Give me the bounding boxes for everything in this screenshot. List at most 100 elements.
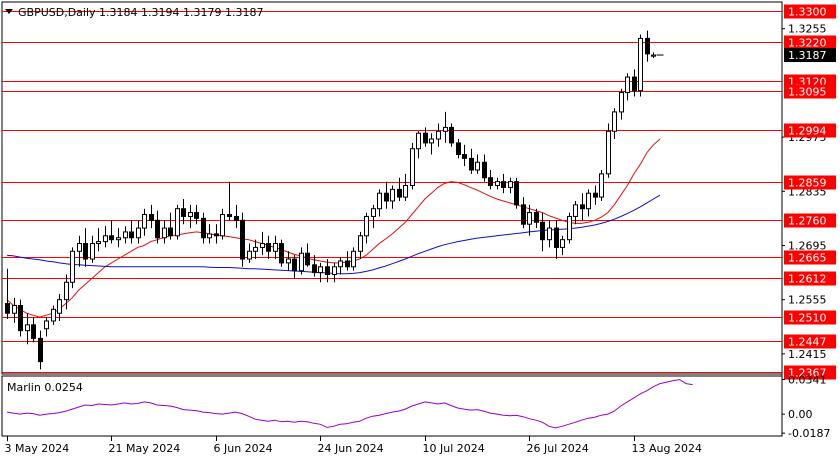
candle [429,133,434,155]
candle-body-bear [83,243,88,260]
candle-body-bull [116,237,121,241]
candle-body-bull [508,181,513,188]
ma-red-line [6,138,661,318]
candle [325,259,330,283]
candle-body-bear [540,221,545,241]
candle-body-bull [70,250,75,283]
candle-body-bear [501,181,506,188]
candle [51,305,56,325]
candle [109,220,114,244]
candle-body-bull [123,231,128,239]
candle [436,123,441,147]
candle-body-bear [149,214,154,221]
level-label: 1.2859 [788,177,827,190]
candle-body-bear [31,324,36,339]
candle-body-bear [632,76,637,92]
candle [606,123,611,178]
price-tick-label: 1.2555 [788,294,827,307]
current-price-label-bg [784,48,836,63]
candle-body-bull [175,208,180,237]
candle-body-bear [449,126,454,144]
candle [194,204,199,225]
candle-body-bear [580,204,585,210]
candle [527,204,532,236]
candle [227,181,232,221]
candle [423,127,428,147]
candle-body-bull [90,243,95,260]
candle-body-bull [429,138,434,144]
candle [443,111,448,143]
candle [234,204,239,229]
time-tick-label: 3 May 2024 [5,442,70,455]
candle-body-bear [345,260,350,268]
collapse-triangle-icon[interactable] [5,9,13,14]
candle [521,197,526,229]
candle-body-bull [586,192,591,210]
candle-body-bull [299,252,304,272]
candle [266,235,271,260]
candle-body-bear [456,142,461,156]
candle [632,69,637,97]
candle [299,247,304,275]
candle-body-bear [423,132,428,144]
candle [488,170,493,190]
candle [31,317,36,343]
candle [371,204,376,229]
candle-body-bull [260,243,265,248]
candle [25,313,30,345]
candle-body-bull [390,188,395,202]
candle [96,228,101,252]
candle [645,30,650,62]
candle [318,262,323,283]
candle [38,330,43,370]
candle-body-bear [5,303,10,314]
candle [83,228,88,267]
candle [403,173,408,201]
candle [142,208,147,236]
candle [364,212,369,244]
candle-body-bull [207,233,212,239]
level-label: 1.2447 [788,336,827,349]
candle-body-bull [371,208,376,217]
candle [18,299,23,337]
marlin-line [6,379,693,429]
candle-body-bull [273,243,278,252]
level-label-bg [784,271,836,286]
candle [253,239,258,260]
candle [651,52,656,59]
candle-body-bear [201,217,206,239]
candle-body-bull [495,181,500,186]
level-label-bg [784,84,836,99]
candle-body-bull [12,304,17,314]
candle [273,235,278,260]
candle-body-bull [162,227,167,239]
candle-body-bear [384,192,389,202]
candle-body-bear [181,208,186,217]
candle-body-bull [573,204,578,217]
candle-body-bull [377,192,382,210]
candle-body-bear [168,227,173,237]
candle [64,274,69,310]
candle-body-bull [103,235,108,243]
candle-body-bear [645,37,650,55]
candle-body-bull [57,299,62,314]
candle [247,243,252,263]
candle [416,131,421,159]
level-label: 1.2367 [788,367,827,380]
candle [345,251,350,271]
candle-body-bear [462,154,467,159]
candle-body-bear [240,219,245,260]
candle [129,220,134,244]
candle-body-bear [397,188,402,198]
candle [220,208,225,240]
candle-body-bear [488,177,493,186]
candle [207,224,212,244]
candle [5,268,10,320]
candle [136,220,141,244]
candle [201,212,206,244]
level-label-bg [784,213,836,228]
candle [123,226,128,244]
candle-body-bull [416,132,421,150]
